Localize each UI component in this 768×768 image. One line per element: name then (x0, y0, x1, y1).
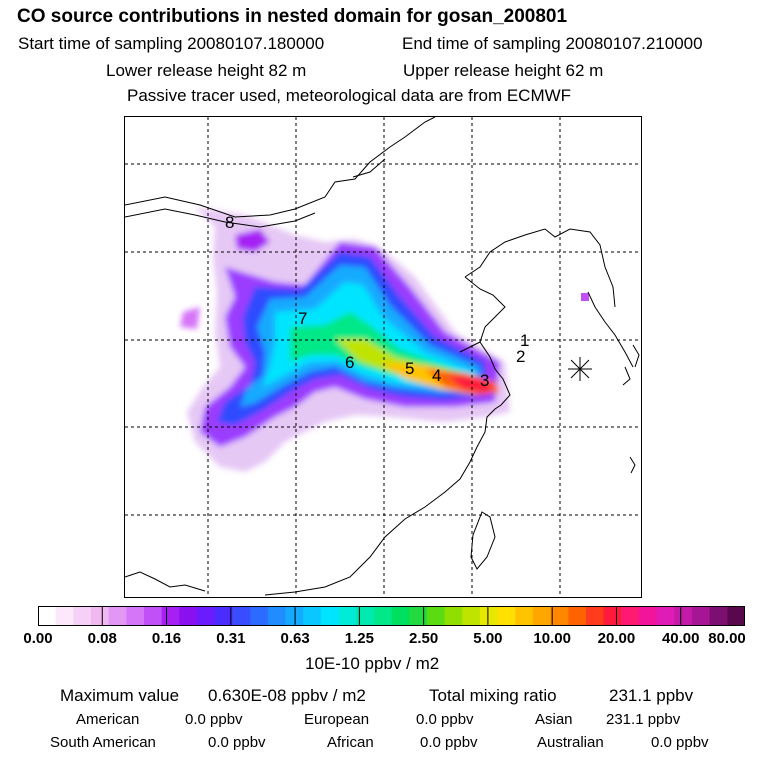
region-name-american: American (76, 711, 140, 728)
colorbar-swatch (426, 606, 446, 626)
colorbar-swatch (232, 606, 251, 626)
colorbar-swatch (73, 606, 92, 626)
receptor-star-marker (568, 357, 592, 381)
colorbar-swatch (55, 606, 74, 626)
colorbar-swatch (108, 606, 127, 626)
colorbar (38, 606, 745, 626)
colorbar-swatch (214, 606, 233, 626)
region-name-african: African (327, 734, 374, 751)
colorbar-swatch (656, 606, 675, 626)
map-label-5: 5 (405, 359, 415, 378)
map-label-4: 4 (432, 366, 442, 385)
region-name-european: European (304, 711, 370, 728)
colorbar-swatch (197, 606, 216, 626)
colorbar-swatch (126, 606, 145, 626)
colorbar-swatch (267, 606, 286, 626)
colorbar-swatch (250, 606, 269, 626)
colorbar-swatch (497, 606, 516, 626)
tracer-note: Passive tracer used, meteorological data… (127, 86, 572, 105)
colorbar-swatch (444, 606, 463, 626)
colorbar-tick-label: 0.16 (151, 630, 182, 647)
colorbar-tick-label: 5.00 (473, 630, 503, 647)
colorbar-swatch (621, 606, 640, 626)
region-value-african: 0.0 ppbv (420, 734, 478, 751)
concentration-plume (180, 207, 589, 472)
colorbar-swatch (515, 606, 534, 626)
lower-release-height-label: Lower release height 82 m (106, 61, 307, 80)
map-label-3: 3 (480, 371, 490, 390)
colorbar-swatch (409, 606, 428, 626)
colorbar-swatch (285, 606, 304, 626)
colorbar-swatch (373, 606, 392, 626)
region-value-asian: 231.1 ppbv (606, 711, 681, 728)
colorbar-swatch (303, 606, 322, 626)
colorbar-tick-label: 0.08 (87, 630, 117, 647)
colorbar-swatch (709, 606, 728, 626)
colorbar-swatch (91, 606, 110, 626)
colorbar-swatch (479, 606, 499, 626)
colorbar-tick-label: 10.00 (533, 630, 571, 647)
colorbar-swatch (568, 606, 587, 626)
map-label-8: 8 (225, 213, 235, 232)
region-value-south-american: 0.0 ppbv (208, 734, 266, 751)
total-mixing-label: Total mixing ratio (429, 686, 557, 705)
colorbar-tick-label: 1.25 (344, 630, 374, 647)
colorbar-swatch (320, 606, 339, 626)
colorbar-swatch (462, 606, 481, 626)
end-time-label: End time of sampling 20080107.210000 (402, 34, 703, 53)
colorbar-tick-label: 20.00 (597, 630, 636, 647)
colorbar-tick-label: 0.63 (280, 630, 310, 647)
upper-release-height-label: Upper release height 62 m (403, 61, 604, 80)
colorbar-swatch (550, 606, 569, 626)
colorbar-swatch (638, 606, 658, 626)
colorbar-swatch (674, 606, 693, 626)
colorbar-swatch (585, 606, 605, 626)
map-panel: 8 7 6 5 4 3 2 1 (124, 116, 642, 598)
region-name-asian: Asian (535, 711, 573, 728)
region-name-south-american: South American (50, 734, 156, 751)
coastlines (125, 117, 640, 596)
colorbar-swatch (144, 606, 163, 626)
colorbar-tick-label: 0.31 (216, 630, 246, 647)
figure-title: CO source contributions in nested domain… (17, 6, 568, 27)
colorbar-tick-label: 2.50 (409, 630, 439, 647)
colorbar-swatch (532, 606, 552, 626)
max-value: 0.630E-08 ppbv / m2 (208, 686, 366, 705)
max-value-label: Maximum value (60, 686, 180, 705)
map-label-1: 1 (520, 331, 530, 350)
map-label-6: 6 (345, 353, 355, 372)
colorbar-swatch (691, 606, 711, 626)
map-label-2: 2 (516, 347, 526, 366)
region-value-australian: 0.0 ppbv (651, 734, 709, 751)
colorbar-swatch (603, 606, 622, 626)
colorbar-swatch (38, 606, 57, 626)
colorbar-units: 10E-10 ppbv / m2 (305, 654, 440, 673)
colorbar-swatch (356, 606, 375, 626)
colorbar-swatch (391, 606, 410, 626)
lat-lon-grid (125, 117, 641, 597)
colorbar-swatch (161, 606, 180, 626)
map-label-7: 7 (298, 309, 308, 328)
region-name-australian: Australian (537, 734, 604, 751)
colorbar-tick-label: 0.00 (23, 630, 53, 647)
colorbar-outline (38, 606, 745, 626)
colorbar-swatch (727, 606, 745, 626)
region-value-american: 0.0 ppbv (185, 711, 243, 728)
colorbar-swatch (338, 606, 357, 626)
map-svg (125, 117, 641, 597)
colorbar-tick-label: 40.00 (661, 630, 700, 647)
start-time-label: Start time of sampling 20080107.180000 (18, 34, 325, 53)
colorbar-swatch (179, 606, 198, 626)
total-mixing-value: 231.1 ppbv (609, 686, 694, 705)
region-value-european: 0.0 ppbv (416, 711, 474, 728)
colorbar-tick-label: 80.00 (708, 630, 746, 647)
